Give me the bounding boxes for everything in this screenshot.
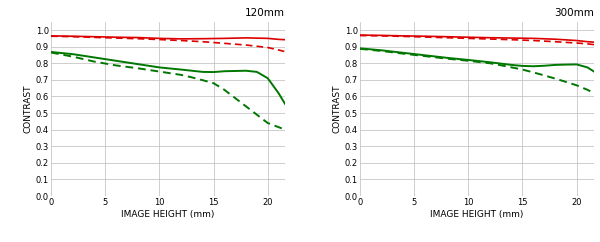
Y-axis label: CONTRAST: CONTRAST	[24, 85, 33, 133]
Y-axis label: CONTRAST: CONTRAST	[333, 85, 342, 133]
Text: 300mm: 300mm	[554, 8, 594, 18]
X-axis label: IMAGE HEIGHT (mm): IMAGE HEIGHT (mm)	[430, 210, 524, 219]
Text: 120mm: 120mm	[245, 8, 285, 18]
X-axis label: IMAGE HEIGHT (mm): IMAGE HEIGHT (mm)	[121, 210, 215, 219]
